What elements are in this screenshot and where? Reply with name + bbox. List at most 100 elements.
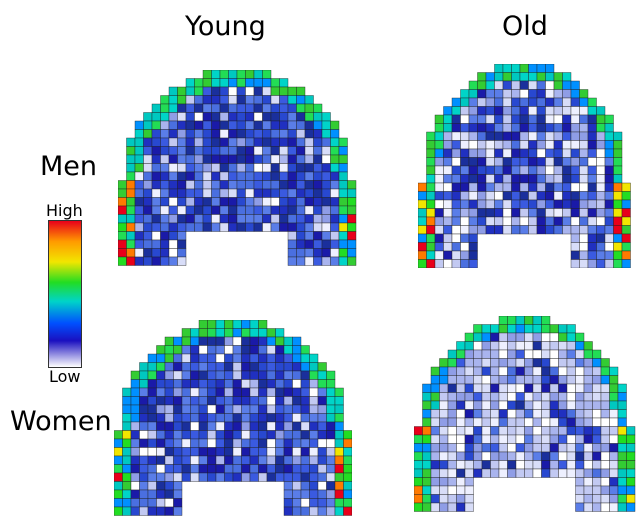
heatmap-cell [562, 225, 572, 235]
heatmap-cell [528, 80, 538, 90]
heatmap-cell [609, 460, 619, 470]
heatmap-cell [173, 362, 183, 372]
heatmap-cell [511, 97, 521, 107]
heatmap-cell [164, 387, 174, 397]
heatmap-cell [185, 171, 195, 181]
heatmap-cell [245, 78, 255, 88]
heatmap-cell [600, 400, 610, 410]
heatmap-cell [309, 370, 319, 380]
heatmap-cell [604, 250, 614, 260]
heatmap-cell [532, 341, 542, 351]
heatmap-cell [347, 222, 357, 232]
heatmap-cell [241, 379, 251, 389]
heatmap-cell [151, 163, 161, 173]
heatmap-cell [164, 464, 174, 474]
heatmap-cell [292, 447, 302, 457]
heatmap-cell [528, 131, 538, 141]
heatmap-cell [338, 205, 348, 215]
heatmap-cell [549, 460, 559, 470]
heatmap-cell [468, 97, 478, 107]
heatmap-cell [219, 78, 229, 88]
heatmap-cell [228, 205, 238, 215]
heatmap-cell [617, 477, 627, 487]
heatmap-cell [287, 205, 297, 215]
heatmap-cell [477, 80, 487, 90]
heatmap-cell [151, 120, 161, 130]
heatmap-cell [317, 413, 327, 423]
heatmap-cell [553, 174, 563, 184]
heatmap-cell [279, 95, 289, 105]
heatmap-cell [494, 140, 504, 150]
column-title-young: Young [185, 11, 266, 42]
heatmap-cell [258, 345, 268, 355]
heatmap-cell [583, 409, 593, 419]
heatmap-cell [173, 489, 183, 499]
heatmap-cell [549, 468, 559, 478]
heatmap-cell [451, 182, 461, 192]
heatmap-cell [626, 460, 636, 470]
heatmap-cell [309, 353, 319, 363]
heatmap-cell [249, 438, 259, 448]
heatmap-cell [241, 353, 251, 363]
heatmap-cell [287, 129, 297, 139]
heatmap-cell [426, 157, 436, 167]
heatmap-cell [570, 225, 580, 235]
heatmap-cell [164, 447, 174, 457]
heatmap-cell [490, 349, 500, 359]
heatmap-cell [596, 250, 606, 260]
heatmap-cell [253, 163, 263, 173]
heatmap-cell [570, 97, 580, 107]
heatmap-cell [596, 182, 606, 192]
heatmap-cell [334, 481, 344, 491]
heatmap-cell [241, 413, 251, 423]
heatmap-cell [228, 137, 238, 147]
heatmap-cell [134, 146, 144, 156]
heatmap-cell [330, 163, 340, 173]
heatmap-cell [245, 222, 255, 232]
heatmap-cell [326, 506, 336, 516]
heatmap-cell [473, 409, 483, 419]
heatmap-cell [249, 336, 259, 346]
heatmap-cell [160, 248, 170, 258]
heatmap-cell [604, 140, 614, 150]
heatmap-cell [262, 146, 272, 156]
heatmap-cell [185, 163, 195, 173]
heatmap-cell [439, 434, 449, 444]
heatmap-cell [583, 383, 593, 393]
heatmap-cell [330, 231, 340, 241]
heatmap-cell [600, 485, 610, 495]
heatmap-cell [279, 163, 289, 173]
heatmap-cell [617, 443, 627, 453]
heatmap-cell [532, 324, 542, 334]
heatmap-cell [207, 336, 217, 346]
heatmap-cell [524, 324, 534, 334]
heatmap-cell [418, 199, 427, 209]
heatmap-cell [245, 129, 255, 139]
heatmap-cell [160, 154, 170, 164]
heatmap-cell [126, 231, 136, 241]
heatmap-cell [549, 349, 559, 359]
heatmap-cell [600, 434, 610, 444]
heatmap-cell [604, 259, 614, 268]
heatmap-cell [134, 137, 144, 147]
heatmap-cell [334, 413, 344, 423]
heatmap-cell [134, 171, 144, 181]
heatmap-cell [443, 148, 453, 158]
heatmap-cell [219, 154, 229, 164]
heatmap-cell [549, 392, 559, 402]
heatmap-cell [434, 250, 444, 260]
heatmap-cell [215, 413, 225, 423]
heatmap-cell [592, 366, 602, 376]
heatmap-cell [173, 370, 183, 380]
heatmap-cell [507, 349, 517, 359]
heatmap-cell [570, 140, 580, 150]
heatmap-cell [173, 413, 183, 423]
heatmap-cell [566, 332, 576, 342]
heatmap-cell [426, 131, 436, 141]
heatmap-cell [309, 506, 319, 516]
heatmap-cell [287, 231, 297, 241]
heatmap-cell [143, 120, 153, 130]
heatmap-cell [617, 460, 627, 470]
heatmap-cell [481, 332, 491, 342]
heatmap-cell [228, 214, 238, 224]
